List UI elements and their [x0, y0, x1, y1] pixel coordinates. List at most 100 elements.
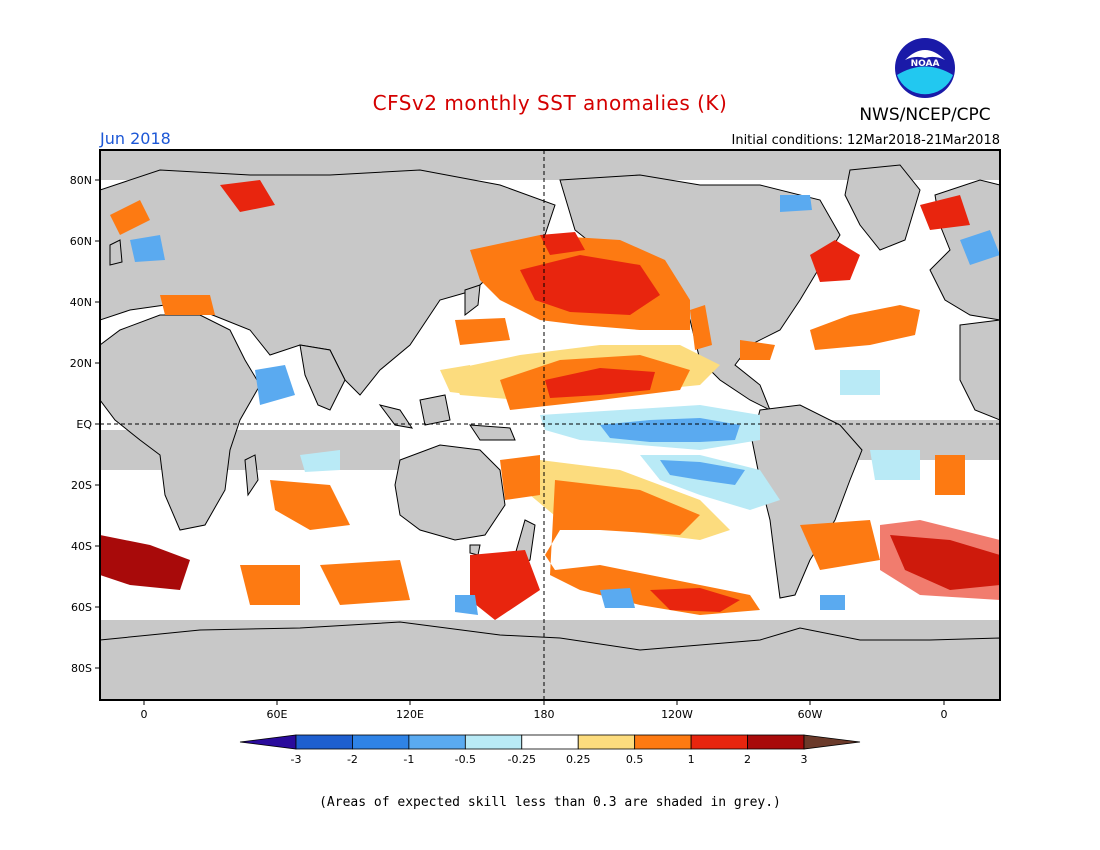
- atlantic-tropical-white: [840, 370, 880, 395]
- indian-ocean-warm: [270, 480, 350, 530]
- agency-credit: NWS/NCEP/CPC: [859, 105, 990, 125]
- lat-label: 60N: [70, 235, 92, 248]
- colorbar-swatch: [521, 734, 579, 750]
- colorbar: -3 -2 -1 -0.5 -0.25 0.25 0.5 1 2 3: [239, 734, 861, 766]
- colorbar-label: 0.25: [566, 753, 591, 766]
- west-pacific-warm: [455, 318, 510, 345]
- colorbar-label: -0.25: [508, 753, 536, 766]
- caribbean-warm: [740, 340, 775, 360]
- sst-map: [100, 150, 1000, 700]
- barents-warm: [220, 180, 275, 212]
- tropical-sw-pacific: [500, 455, 540, 500]
- british-isles: [109, 239, 123, 266]
- madagascar: [244, 454, 259, 497]
- skill-footnote: (Areas of expected skill less than 0.3 a…: [319, 795, 781, 810]
- arctic-warm-right: [920, 195, 970, 230]
- south-atlantic-hot: [100, 535, 190, 590]
- hudson-cool: [780, 195, 812, 212]
- latitude-labels: 80N 60N 40N 20N EQ 20S 40S 60S 80S: [70, 174, 93, 675]
- southeast-pacific-cool-core: [660, 460, 745, 485]
- land-masses: [100, 164, 1000, 700]
- axis-ticks: [95, 179, 945, 705]
- warm-anomalies: [100, 180, 1000, 620]
- lat-label: 40N: [70, 296, 92, 309]
- tasmania: [469, 544, 481, 556]
- atlantic-tropical-cool: [870, 450, 920, 480]
- colorbar-swatch: [464, 734, 523, 750]
- colorbar-max-arrow: [803, 734, 861, 750]
- lat-label: 40S: [71, 540, 92, 553]
- lat-label: EQ: [76, 418, 92, 431]
- india: [299, 344, 346, 411]
- colorbar-label: 1: [688, 753, 695, 766]
- colorbar-swatch: [577, 734, 636, 750]
- lat-label: 60S: [71, 601, 92, 614]
- new-guinea: [469, 424, 516, 441]
- southern-ocean-cool: [600, 588, 635, 608]
- lat-label: 80N: [70, 174, 92, 187]
- australia-sw-warm: [470, 550, 540, 620]
- longitude-labels: 0 60E 120E 180 120W 60W 0: [141, 708, 948, 721]
- africa: [100, 314, 261, 531]
- colorbar-label: -3: [291, 753, 302, 766]
- south-atlantic-band: [800, 520, 880, 570]
- northwest-atlantic-warm: [810, 240, 860, 282]
- lat-label: 20S: [71, 479, 92, 492]
- us-west-warm: [690, 305, 712, 350]
- initial-conditions: Initial conditions: 12Mar2018-21Mar2018: [732, 133, 1001, 148]
- lon-label: 120E: [396, 708, 424, 721]
- colorbar-swatch: [352, 734, 410, 750]
- colorbar-swatch: [295, 734, 353, 750]
- lon-label: 0: [941, 708, 948, 721]
- antarctica: [100, 621, 1000, 700]
- colorbar-label: -1: [403, 753, 414, 766]
- subtropical-pacific-hot: [545, 368, 655, 398]
- north-atlantic-warm: [810, 305, 920, 350]
- north-pacific-warm-core: [520, 255, 660, 315]
- south-pacific-hot: [650, 588, 740, 612]
- southern-indian-warm-2: [320, 560, 410, 605]
- colorbar-swatch: [634, 734, 692, 750]
- noaa-logo-text: NOAA: [911, 59, 940, 69]
- lon-label: 0: [141, 708, 148, 721]
- arctic-cool-left: [130, 235, 165, 262]
- lon-label: 60E: [267, 708, 288, 721]
- greenland: [844, 164, 921, 251]
- lat-label: 80S: [71, 662, 92, 675]
- colorbar-swatch: [747, 734, 805, 750]
- bering-warm: [540, 232, 585, 255]
- east-atlantic-equatorial: [935, 455, 965, 495]
- noaa-logo: NOAA: [895, 38, 955, 98]
- colorbar-swatch: [690, 734, 748, 750]
- lat-label: 20N: [70, 357, 92, 370]
- cool-anomalies: [130, 195, 1000, 615]
- map-frame: [99, 149, 1001, 701]
- sumatra: [378, 404, 414, 429]
- lon-label: 120W: [661, 708, 693, 721]
- arctic-warm-left: [110, 200, 150, 235]
- colorbar-label: -2: [347, 753, 358, 766]
- lon-label: 180: [534, 708, 555, 721]
- africa-east-wrap: [959, 319, 1000, 421]
- colorbar-label: -0.5: [455, 753, 476, 766]
- west-pacific-warm-2: [440, 365, 475, 395]
- arabian-sea-cool: [255, 365, 295, 405]
- south-pacific-warm-core: [545, 480, 760, 615]
- colorbar-min-arrow: [239, 734, 297, 750]
- colorbar-label: 0.5: [626, 753, 644, 766]
- southern-ocean-cool-2: [455, 595, 478, 615]
- med-warm: [160, 295, 215, 315]
- borneo: [419, 394, 451, 426]
- arctic-cool-right: [960, 230, 1000, 265]
- figure-title: CFSv2 monthly SST anomalies (K): [373, 91, 728, 115]
- colorbar-label: 3: [801, 753, 808, 766]
- japan: [464, 284, 481, 317]
- colorbar-swatch: [408, 734, 466, 750]
- australia: [394, 444, 506, 541]
- southern-indian-warm: [240, 565, 300, 605]
- indian-ocean-cool: [300, 450, 340, 472]
- colorbar-label: 2: [744, 753, 751, 766]
- south-atlantic-cool: [820, 595, 845, 610]
